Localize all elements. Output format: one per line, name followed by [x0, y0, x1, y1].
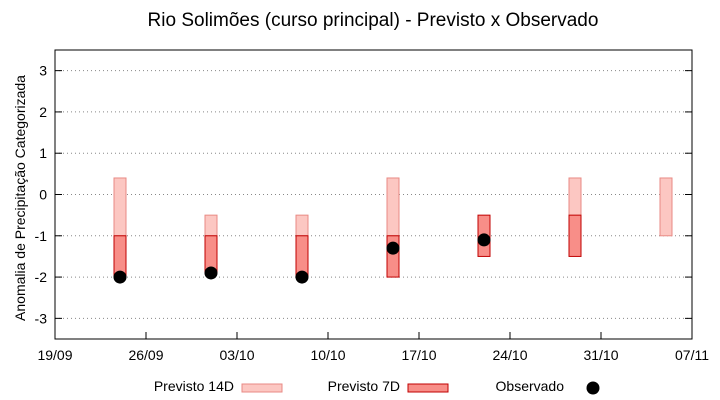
x-tick-label: 19/09 [37, 347, 72, 363]
bar-14d [295, 214, 309, 237]
bar-14d [386, 177, 400, 237]
x-tick-label: 07/11 [675, 347, 709, 363]
bar-14d [113, 177, 127, 237]
plot-frame [54, 49, 693, 340]
legend-swatch-7d [407, 383, 449, 393]
bar-7d [568, 214, 582, 257]
legend-swatch-observed [586, 381, 600, 395]
legend-label-14d: Previsto 14D [154, 378, 234, 394]
x-tick-label: 26/09 [128, 347, 163, 363]
legend-label-observed: Observado [496, 378, 565, 394]
observed-points [113, 233, 491, 284]
legend-label-7d: Previsto 7D [328, 378, 400, 394]
x-tick-label: 24/10 [492, 347, 527, 363]
observed-point [204, 266, 218, 280]
y-tick-label: -1 [35, 228, 48, 244]
x-tick-label: 03/10 [219, 347, 254, 363]
y-tick-label: 1 [39, 145, 47, 161]
chart-title: Rio Solimões (curso principal) - Previst… [148, 10, 599, 31]
x-tick-label: 17/10 [401, 347, 436, 363]
grid [55, 70, 692, 319]
y-tick-label: 0 [39, 187, 47, 203]
y-tick-label: 2 [39, 104, 47, 120]
observed-point [113, 270, 127, 284]
y-tick-label: -2 [35, 269, 48, 285]
observed-point [477, 233, 491, 247]
x-tick-label: 10/10 [310, 347, 345, 363]
x-ticks: 19/09 26/09 03/10 10/10 17/10 24/10 31/10 07/11 [37, 332, 709, 363]
legend: Previsto 14D Previsto 7D Observado [154, 378, 600, 395]
observed-point [386, 241, 400, 255]
y-axis-label: Anomalia de Precipitação Categorizada [12, 75, 28, 321]
bars-7d [113, 214, 582, 278]
y-ticks: -3 -2 -1 0 1 2 3 [35, 63, 692, 326]
legend-swatch-14d [241, 383, 283, 393]
y-tick-label: -3 [35, 310, 48, 326]
bars-14d [113, 177, 673, 237]
y-tick-label: 3 [39, 63, 47, 79]
bar-14d [204, 214, 218, 237]
observed-point [295, 270, 309, 284]
x-tick-label: 31/10 [583, 347, 618, 363]
bar-14d [659, 177, 673, 237]
